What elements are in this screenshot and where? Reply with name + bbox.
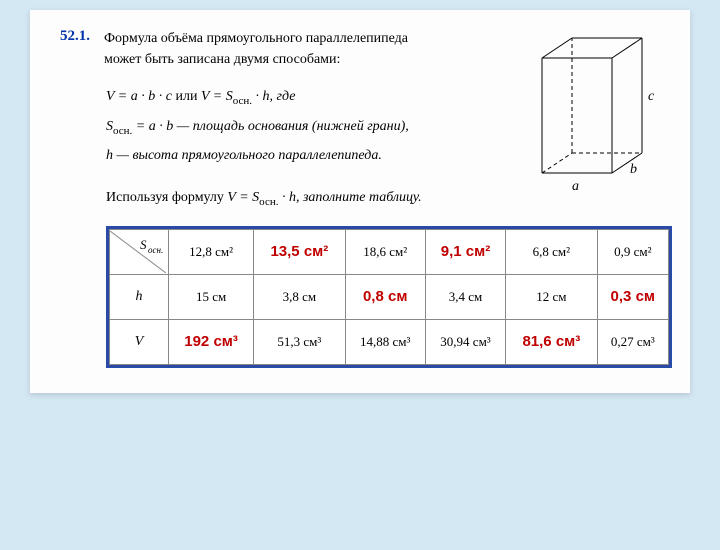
formula3: h — высота прямоугольного параллелепипед… bbox=[106, 148, 382, 163]
svg-text:S: S bbox=[140, 237, 147, 252]
cell-s4: 9,1 см² bbox=[425, 229, 505, 274]
parallelepiped-diagram: a b c bbox=[532, 28, 662, 198]
answer-s4: 9,1 см² bbox=[441, 243, 490, 260]
page: 52.1. Формула объёма прямоугольного пара… bbox=[30, 10, 690, 393]
cell-s6: 0,9 см² bbox=[597, 229, 668, 274]
cell-s5: 6,8 см² bbox=[506, 229, 597, 274]
formula2-a: S bbox=[106, 119, 113, 134]
cell-h3: 0,8 см bbox=[345, 274, 425, 319]
label-b: b bbox=[630, 162, 637, 177]
cell-h1: 15 см bbox=[169, 274, 254, 319]
label-a: a bbox=[572, 179, 579, 194]
diagonal-cell: S осн. bbox=[110, 229, 169, 274]
cell-v3: 14,88 см³ bbox=[345, 319, 425, 364]
task2-sub: осн. bbox=[259, 196, 278, 208]
cell-v6: 0,27 см³ bbox=[597, 319, 668, 364]
answer-h6: 0,3 см bbox=[611, 288, 655, 305]
formula2-b: = a · b — площадь основания (нижней гран… bbox=[132, 119, 409, 134]
diagram-svg: a b c bbox=[532, 28, 662, 198]
table-row: h 15 см 3,8 см 0,8 см 3,4 см 12 см 0,3 с… bbox=[110, 274, 669, 319]
intro-line-1: Формула объёма прямоугольного параллелеп… bbox=[104, 31, 408, 46]
task2-a: Используя формулу bbox=[106, 190, 227, 205]
cell-h5: 12 см bbox=[506, 274, 597, 319]
formula1-a: V = a · b · c bbox=[106, 89, 172, 104]
task2-b: V = S bbox=[227, 190, 259, 205]
cell-s1: 12,8 см² bbox=[169, 229, 254, 274]
data-table: S осн. 12,8 см² 13,5 см² 18,6 см² 9,1 см… bbox=[106, 226, 672, 368]
svg-text:осн.: осн. bbox=[148, 245, 163, 255]
answer-v5: 81,6 см³ bbox=[522, 333, 580, 350]
task2-c: · h, заполните таблицу. bbox=[278, 190, 421, 205]
cell-h6: 0,3 см bbox=[597, 274, 668, 319]
formula1-sub: осн. bbox=[233, 95, 252, 107]
cell-s3: 18,6 см² bbox=[345, 229, 425, 274]
answer-s2: 13,5 см² bbox=[270, 243, 328, 260]
cell-v4: 30,94 см³ bbox=[425, 319, 505, 364]
row-label-v: V bbox=[110, 319, 169, 364]
formula1-mid: или bbox=[172, 89, 201, 104]
label-c: c bbox=[648, 89, 655, 104]
formula2-sub: осн. bbox=[113, 124, 132, 136]
row-label-h: h bbox=[110, 274, 169, 319]
cell-h2: 3,8 см bbox=[254, 274, 345, 319]
problem-number: 52.1. bbox=[60, 28, 90, 45]
table-row: V 192 см³ 51,3 см³ 14,88 см³ 30,94 см³ 8… bbox=[110, 319, 669, 364]
cell-v2: 51,3 см³ bbox=[254, 319, 345, 364]
formula1-b: V = S bbox=[201, 89, 233, 104]
cell-s2: 13,5 см² bbox=[254, 229, 345, 274]
table-row: S осн. 12,8 см² 13,5 см² 18,6 см² 9,1 см… bbox=[110, 229, 669, 274]
cell-h4: 3,4 см bbox=[425, 274, 505, 319]
table: S осн. 12,8 см² 13,5 см² 18,6 см² 9,1 см… bbox=[109, 229, 669, 365]
cell-v5: 81,6 см³ bbox=[506, 319, 597, 364]
answer-v1: 192 см³ bbox=[184, 333, 238, 350]
answer-h3: 0,8 см bbox=[363, 288, 407, 305]
cell-v1: 192 см³ bbox=[169, 319, 254, 364]
intro-line-2: может быть записана двумя способами: bbox=[104, 52, 340, 67]
formula1-c: · h, где bbox=[252, 89, 295, 104]
